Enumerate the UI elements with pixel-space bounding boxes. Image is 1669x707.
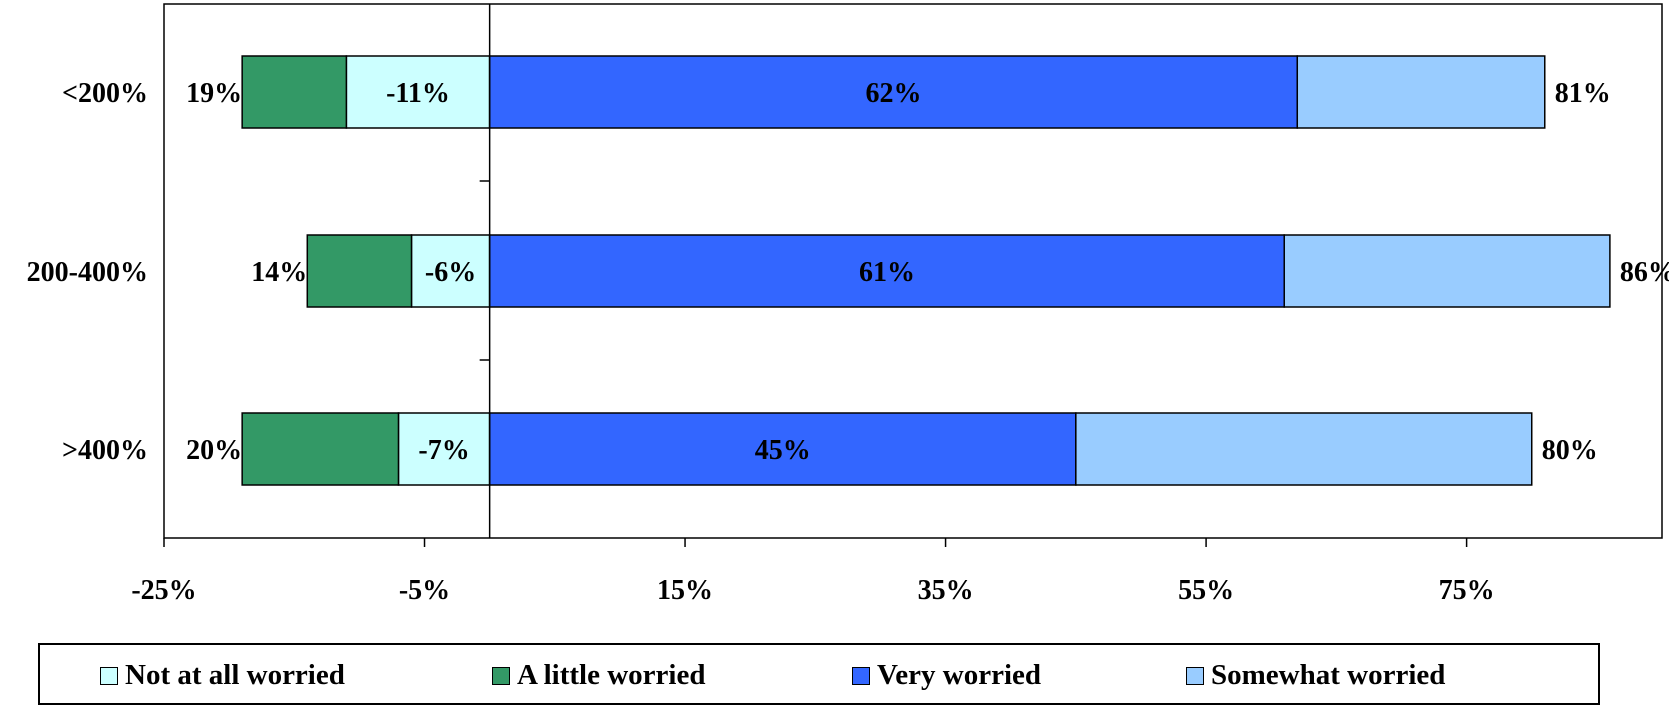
category-label: <200%: [62, 78, 148, 109]
category-label: 200-400%: [27, 257, 148, 288]
bar-a-little-worried: [306, 234, 413, 308]
legend-swatch-not-at-all-worried: [100, 666, 118, 685]
legend-item-not-at-all-worried: Not at all worried: [100, 659, 345, 692]
data-label: -11%: [386, 78, 450, 109]
bar-somewhat-worried: [1296, 55, 1546, 129]
x-tick-label: 35%: [918, 575, 974, 606]
legend-item-somewhat-worried: Somewhat worried: [1186, 659, 1445, 692]
x-tick-label: 75%: [1439, 575, 1495, 606]
data-label: -7%: [418, 435, 469, 466]
data-label: 45%: [755, 435, 811, 466]
bar-a-little-worried: [241, 55, 348, 129]
legend-label: Somewhat worried: [1211, 659, 1446, 691]
data-label: 62%: [865, 78, 921, 109]
legend-label: Not at all worried: [125, 659, 345, 691]
left-total-label: 14%: [251, 257, 307, 288]
bar-not-at-all-worried: [397, 412, 491, 486]
right-total-label: 81%: [1555, 78, 1611, 109]
legend-swatch-very-worried: [852, 666, 870, 685]
right-total-label: 86%: [1620, 257, 1669, 288]
legend-label: A little worried: [517, 659, 706, 691]
category-label: >400%: [62, 435, 148, 466]
bar-somewhat-worried: [1075, 412, 1533, 486]
bar-very-worried: [488, 412, 1077, 486]
legend-item-a-little-worried: A little worried: [492, 659, 705, 692]
legend: Not at all worried A little worried Very…: [38, 643, 1600, 705]
left-total-label: 20%: [186, 435, 242, 466]
x-tick-label: 55%: [1178, 575, 1234, 606]
bar-very-worried: [488, 55, 1299, 129]
right-total-label: 80%: [1542, 435, 1598, 466]
x-tick-label: 15%: [657, 575, 713, 606]
data-label: -6%: [425, 257, 476, 288]
legend-label: Very worried: [877, 659, 1042, 691]
legend-item-very-worried: Very worried: [852, 659, 1041, 692]
bar-a-little-worried: [241, 412, 400, 486]
bar-somewhat-worried: [1283, 234, 1611, 308]
data-label: 61%: [859, 257, 915, 288]
legend-swatch-a-little-worried: [492, 666, 510, 685]
bar-very-worried: [488, 234, 1285, 308]
left-total-label: 19%: [186, 78, 242, 109]
x-tick-label: -25%: [131, 575, 196, 606]
plot-area: [163, 3, 1663, 539]
legend-swatch-somewhat-worried: [1186, 666, 1204, 685]
x-tick-label: -5%: [399, 575, 450, 606]
chart: -25% -5% 15% 35% 55% 75% -11% 62% 19% 81% <200% -6%…: [27, 3, 1669, 606]
